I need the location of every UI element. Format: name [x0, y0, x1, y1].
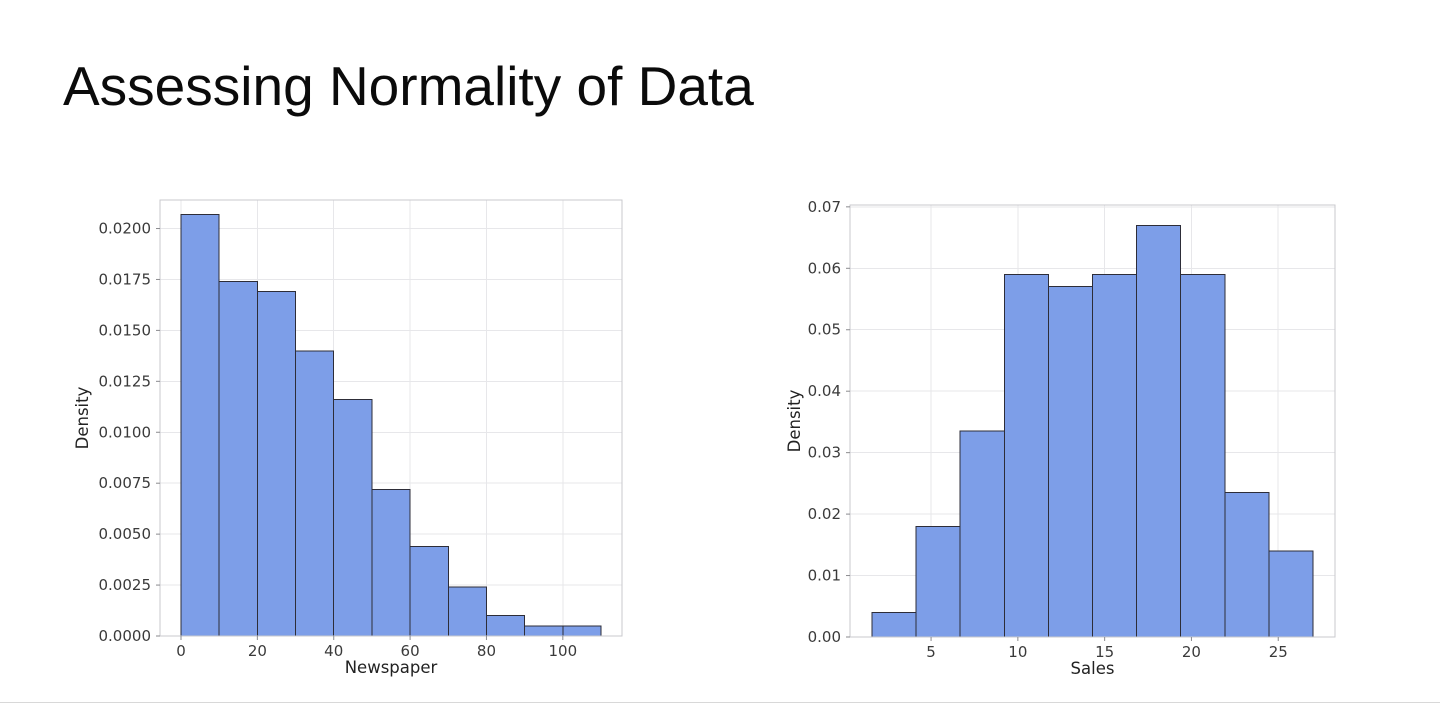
x-tick-label: 100 [548, 642, 577, 660]
x-tick-label: 10 [1008, 643, 1027, 661]
y-tick-label: 0.05 [808, 321, 841, 339]
page-title: Assessing Normality of Data [63, 55, 754, 117]
histogram-bar [915, 525, 961, 638]
histogram-bar [1136, 224, 1182, 638]
y-axis-label: Density [73, 386, 92, 449]
newspaper-histogram-svg: 0 20 40 60 80 100 0.0000 0.0025 0.0050 0.0075 0.01… [73, 199, 623, 677]
x-tick-label: 80 [477, 642, 496, 660]
histogram-bar [371, 488, 411, 637]
y-tick-label: 0.00 [808, 628, 841, 646]
histogram-bar [1003, 273, 1049, 638]
y-tick-label: 0.0150 [99, 321, 152, 339]
y-tick-label: 0.02 [808, 505, 841, 523]
x-tick-label: 40 [324, 642, 343, 660]
sales-histogram: 5 10 15 20 25 0.00 0.01 0.02 0.03 0.04 0.05 0.06 0.0… [760, 195, 1350, 700]
histogram-bar [256, 291, 297, 637]
y-tick-label: 0.07 [808, 198, 841, 216]
plot-frame [159, 199, 623, 637]
y-tick-label: 0.0100 [99, 423, 152, 441]
newspaper-histogram: 0 20 40 60 80 100 0.0000 0.0025 0.0050 0.0075 0.01… [70, 190, 635, 700]
y-tick-label: 0.0050 [99, 525, 152, 543]
y-tick-label: 0.06 [808, 259, 841, 277]
histogram-bar [1180, 273, 1226, 638]
histogram-bar [180, 213, 220, 637]
x-axis-label: Newspaper [345, 658, 438, 677]
histogram-bar [959, 430, 1005, 638]
histogram-bar [333, 399, 373, 637]
x-tick-label: 5 [926, 643, 936, 661]
histogram-bar [1092, 273, 1138, 638]
sales-histogram-svg: 5 10 15 20 25 0.00 0.01 0.02 0.03 0.04 0.05 0.06 0.0… [785, 198, 1336, 678]
x-tick-label: 15 [1095, 643, 1114, 661]
y-tick-label: 0.0075 [99, 474, 152, 492]
histogram-bar [218, 280, 258, 637]
x-tick-label: 20 [248, 642, 267, 660]
histogram-bar [295, 350, 335, 637]
histogram-bar [562, 625, 602, 637]
y-tick-label: 0.0200 [99, 220, 152, 238]
histogram-bar [409, 545, 449, 637]
histogram-bar [447, 586, 487, 637]
y-tick-label: 0.03 [808, 444, 841, 462]
y-tick-label: 0.04 [808, 382, 841, 400]
histogram-bar [871, 611, 917, 638]
y-axis-label: Density [785, 389, 804, 452]
histogram-bar [1268, 550, 1314, 638]
bottom-divider [0, 702, 1440, 703]
histogram-bar [1224, 492, 1270, 638]
y-tick-label: 0.01 [808, 567, 841, 585]
plot-frame [849, 204, 1336, 638]
y-tick-label: 0.0175 [99, 270, 152, 288]
x-axis-label: Sales [1071, 659, 1115, 678]
x-tick-label: 0 [176, 642, 186, 660]
y-tick-label: 0.0000 [99, 627, 152, 645]
histogram-bar [1047, 286, 1093, 638]
x-tick-label: 20 [1182, 643, 1201, 661]
histogram-bar [524, 625, 564, 637]
x-tick-label: 25 [1269, 643, 1288, 661]
x-tick-label: 60 [401, 642, 420, 660]
y-tick-label: 0.0125 [99, 372, 152, 390]
y-tick-label: 0.0025 [99, 576, 152, 594]
histogram-bar [485, 615, 526, 637]
